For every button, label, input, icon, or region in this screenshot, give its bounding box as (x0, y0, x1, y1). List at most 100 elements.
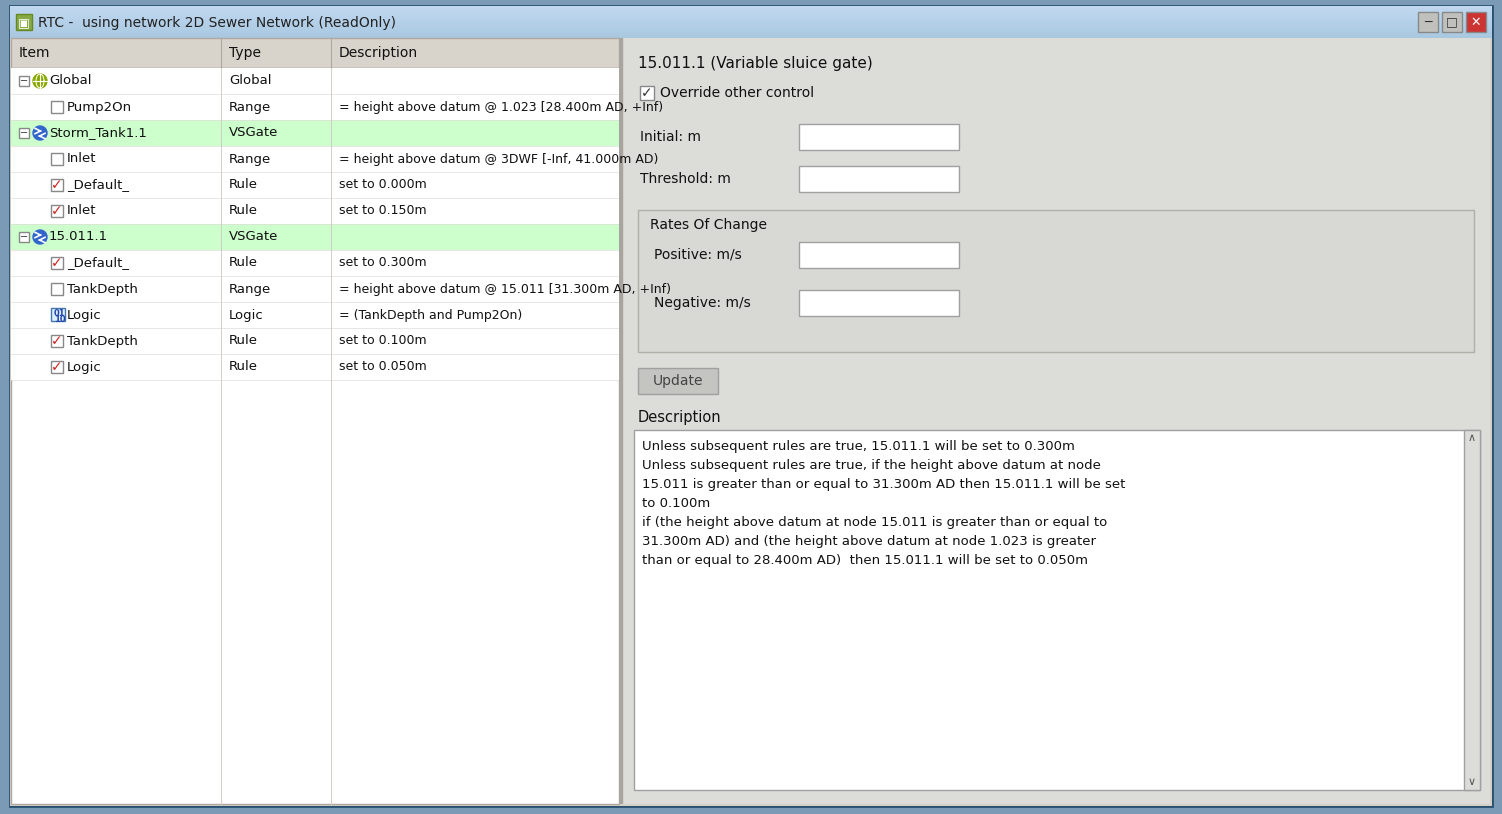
Bar (11, 31, 1491, 32)
Bar (51, 179, 63, 191)
Text: Initial: m: Initial: m (640, 130, 701, 144)
Bar (1418, 12, 1437, 32)
Text: 15.011.1 (Variable sluice gate): 15.011.1 (Variable sluice gate) (638, 56, 873, 71)
Bar (51, 257, 63, 269)
Text: ✓: ✓ (51, 256, 63, 270)
Bar (51, 101, 63, 113)
Text: ✓: ✓ (51, 204, 63, 218)
Circle shape (33, 74, 47, 88)
Bar (11, 146, 619, 172)
Text: Update: Update (653, 374, 703, 388)
Bar (1464, 430, 1479, 790)
Bar (11, 9, 1491, 10)
Text: Description: Description (339, 46, 418, 60)
Bar (11, 28, 1491, 29)
Bar (11, 33, 1491, 34)
Bar (11, 36, 1491, 37)
Bar (11, 10, 1491, 11)
Text: Rule: Rule (228, 361, 258, 374)
Text: Inlet: Inlet (68, 152, 96, 165)
Text: TankDepth: TankDepth (68, 282, 138, 295)
Text: than or equal to 28.400m AD)  then 15.011.1 will be set to 0.050m: than or equal to 28.400m AD) then 15.011… (641, 554, 1087, 567)
Text: ✕: ✕ (1470, 15, 1481, 28)
Text: Type: Type (228, 46, 261, 60)
Bar (11, 224, 619, 250)
Text: Storm_Tank1.1: Storm_Tank1.1 (50, 126, 147, 139)
Bar (640, 86, 653, 100)
Bar (799, 242, 958, 268)
Text: set to 0.000m: set to 0.000m (339, 178, 427, 191)
Bar (1466, 12, 1485, 32)
Bar (51, 205, 63, 217)
Text: Override other control: Override other control (659, 86, 814, 100)
Bar (11, 37, 1491, 38)
Bar (51, 308, 65, 321)
Bar (11, 328, 619, 354)
Text: ✓: ✓ (51, 334, 63, 348)
Text: Logic: Logic (228, 309, 264, 322)
Bar (11, 23, 1491, 24)
Text: −: − (20, 76, 29, 86)
Text: = height above datum @ 15.011 [31.300m AD, +Inf): = height above datum @ 15.011 [31.300m A… (339, 282, 671, 295)
Text: Range: Range (228, 152, 272, 165)
Text: Logic: Logic (68, 309, 102, 322)
Bar (11, 16, 1491, 17)
Text: Threshold: m: Threshold: m (640, 172, 731, 186)
Bar (20, 76, 29, 86)
Bar (11, 276, 619, 302)
Bar (11, 172, 619, 198)
Text: if (the height above datum at node 15.011 is greater than or equal to: if (the height above datum at node 15.01… (641, 516, 1107, 529)
Bar (11, 15, 1491, 16)
Bar (11, 354, 619, 380)
Bar (20, 232, 29, 242)
Text: 15.011 is greater than or equal to 31.300m AD then 15.011.1 will be set: 15.011 is greater than or equal to 31.30… (641, 478, 1125, 491)
Text: 31.300m AD) and (the height above datum at node 1.023 is greater: 31.300m AD) and (the height above datum … (641, 535, 1096, 548)
Bar (11, 13, 1491, 14)
Circle shape (33, 230, 47, 244)
Text: □: □ (1446, 15, 1458, 28)
Text: Positive: m/s: Positive: m/s (653, 248, 742, 262)
Text: _Default_: _Default_ (68, 178, 129, 191)
Circle shape (33, 126, 47, 140)
Bar (11, 7, 1491, 8)
Text: ∨: ∨ (1467, 777, 1476, 787)
Bar (51, 153, 63, 165)
Bar (11, 302, 619, 328)
Bar (799, 124, 958, 150)
Bar (17, 14, 32, 30)
Text: ∧: ∧ (1467, 433, 1476, 443)
Bar (634, 430, 1479, 790)
Text: = height above datum @ 1.023 [28.400m AD, +Inf): = height above datum @ 1.023 [28.400m AD… (339, 100, 662, 113)
Text: RTC -  using network 2D Sewer Network (ReadOnly): RTC - using network 2D Sewer Network (Re… (38, 16, 397, 30)
Text: Range: Range (228, 282, 272, 295)
Text: ✓: ✓ (51, 360, 63, 374)
Text: 10: 10 (54, 315, 66, 324)
Text: Description: Description (638, 410, 721, 425)
Text: Negative: m/s: Negative: m/s (653, 296, 751, 310)
Text: 15.011.1: 15.011.1 (50, 230, 108, 243)
Text: ─: ─ (1424, 15, 1431, 28)
Text: Unless subsequent rules are true, 15.011.1 will be set to 0.300m: Unless subsequent rules are true, 15.011… (641, 440, 1075, 453)
Bar (11, 250, 619, 276)
Text: set to 0.300m: set to 0.300m (339, 256, 427, 269)
Bar (51, 361, 63, 373)
Bar (638, 368, 718, 394)
Text: to 0.100m: to 0.100m (641, 497, 710, 510)
Text: Rule: Rule (228, 256, 258, 269)
Text: Logic: Logic (68, 361, 102, 374)
Text: VSGate: VSGate (228, 126, 278, 139)
Bar (11, 14, 1491, 15)
Text: Inlet: Inlet (68, 204, 96, 217)
Text: Global: Global (228, 75, 272, 87)
Bar (11, 68, 619, 804)
Text: set to 0.100m: set to 0.100m (339, 335, 427, 348)
Text: ▣: ▣ (18, 16, 30, 29)
Bar (11, 94, 619, 120)
Bar (623, 38, 1490, 804)
Text: set to 0.150m: set to 0.150m (339, 204, 427, 217)
Bar (11, 12, 1491, 13)
Text: Rule: Rule (228, 204, 258, 217)
Bar (11, 29, 1491, 30)
Text: ✓: ✓ (51, 178, 63, 192)
Text: Unless subsequent rules are true, if the height above datum at node: Unless subsequent rules are true, if the… (641, 459, 1101, 472)
